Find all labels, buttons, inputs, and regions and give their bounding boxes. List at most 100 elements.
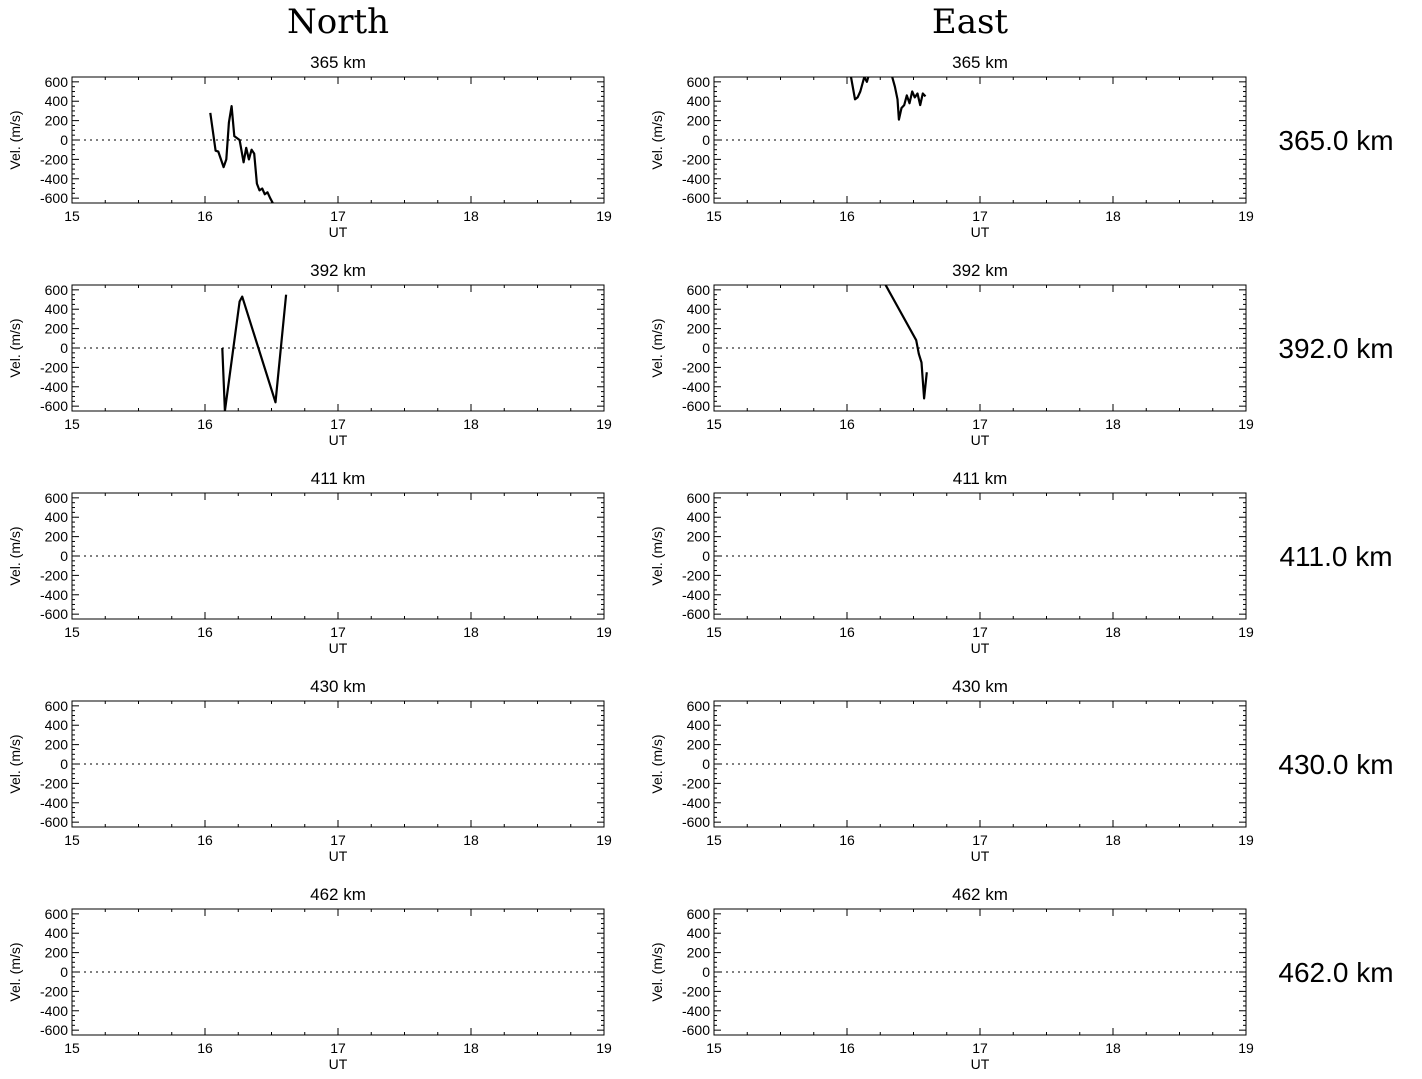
y-tick-label: -400 [682, 795, 710, 811]
x-tick-label: 17 [972, 832, 988, 848]
x-tick-label: 17 [972, 624, 988, 640]
y-axis-label: Vel. (m/s) [7, 942, 23, 1001]
y-tick-label: -400 [682, 587, 710, 603]
x-axis-label: UT [971, 640, 990, 656]
x-tick-label: 18 [1105, 416, 1121, 432]
y-tick-label: -200 [40, 359, 68, 375]
y-tick-label: 600 [45, 698, 69, 714]
y-tick-label: 400 [687, 717, 711, 733]
y-tick-label: 0 [60, 340, 68, 356]
y-tick-label: 600 [687, 74, 711, 90]
y-tick-label: -400 [40, 587, 68, 603]
y-axis-label: Vel. (m/s) [649, 110, 665, 169]
x-tick-label: 17 [972, 416, 988, 432]
y-tick-label: -200 [40, 775, 68, 791]
x-tick-label: 19 [596, 1040, 612, 1056]
x-tick-label: 15 [706, 624, 722, 640]
y-tick-label: -400 [40, 795, 68, 811]
x-tick-label: 16 [197, 832, 213, 848]
y-tick-label: -400 [682, 1003, 710, 1019]
x-tick-label: 18 [1105, 624, 1121, 640]
x-tick-label: 18 [463, 416, 479, 432]
y-tick-label: 200 [687, 737, 711, 753]
y-tick-label: 600 [45, 74, 69, 90]
x-tick-label: 15 [64, 1040, 80, 1056]
x-tick-label: 17 [330, 416, 346, 432]
y-axis-label: Vel. (m/s) [7, 734, 23, 793]
x-tick-label: 18 [463, 624, 479, 640]
row-altitude-label: 365.0 km [1278, 125, 1393, 156]
y-tick-label: 600 [687, 906, 711, 922]
y-axis-label: Vel. (m/s) [7, 110, 23, 169]
y-tick-label: 200 [45, 529, 69, 545]
x-axis-label: UT [329, 848, 348, 864]
y-tick-label: -200 [40, 151, 68, 167]
chart-panel-north-5: 462 km 600 400 200 0 -200 -400 -600 15 16 17 18 19 UT… [7, 885, 612, 1072]
chart-panel-east-4: 430 km 600 400 200 0 -200 -400 -600 15 16 17 18 19 UT… [649, 677, 1254, 864]
series-line-2 [891, 77, 927, 121]
x-tick-label: 16 [839, 416, 855, 432]
y-tick-label: 0 [702, 132, 710, 148]
y-tick-label: 200 [45, 321, 69, 337]
y-tick-label: -600 [40, 190, 68, 206]
x-tick-label: 17 [330, 208, 346, 224]
panel-title: 462 km [952, 885, 1008, 904]
series-line-1 [209, 104, 274, 203]
y-tick-label: -600 [40, 398, 68, 414]
y-tick-label: 400 [45, 301, 69, 317]
x-tick-label: 19 [1238, 208, 1254, 224]
x-tick-label: 19 [596, 208, 612, 224]
y-tick-label: 400 [687, 509, 711, 525]
y-axis-label: Vel. (m/s) [649, 526, 665, 585]
x-tick-label: 19 [596, 416, 612, 432]
y-tick-label: -400 [40, 171, 68, 187]
y-tick-label: -200 [682, 567, 710, 583]
y-axis-label: Vel. (m/s) [649, 734, 665, 793]
y-tick-label: -200 [682, 775, 710, 791]
x-tick-label: 19 [596, 624, 612, 640]
row-altitude-label: 392.0 km [1278, 333, 1393, 364]
y-tick-label: -600 [40, 1022, 68, 1038]
x-tick-label: 17 [972, 1040, 988, 1056]
y-tick-label: -400 [40, 379, 68, 395]
panel-title: 462 km [310, 885, 366, 904]
y-tick-label: -600 [682, 1022, 710, 1038]
y-tick-label: 600 [687, 490, 711, 506]
y-tick-label: 600 [45, 490, 69, 506]
panel-title: 411 km [311, 469, 366, 488]
y-tick-label: -400 [682, 379, 710, 395]
x-tick-label: 16 [197, 624, 213, 640]
y-axis-label: Vel. (m/s) [7, 526, 23, 585]
x-tick-label: 15 [706, 832, 722, 848]
x-tick-label: 19 [1238, 624, 1254, 640]
x-tick-label: 19 [1238, 416, 1254, 432]
x-axis-label: UT [971, 224, 990, 240]
panel-grid: 365 km 600 400 200 0 -200 -400 -600 15 16 17 18 19 UT… [7, 53, 1394, 1072]
x-tick-label: 19 [1238, 832, 1254, 848]
chart-panel-east-5: 462 km 600 400 200 0 -200 -400 -600 15 16 17 18 19 UT… [649, 885, 1254, 1072]
y-tick-label: 600 [687, 698, 711, 714]
y-tick-label: 200 [687, 113, 711, 129]
y-tick-label: 200 [45, 737, 69, 753]
x-tick-label: 16 [839, 832, 855, 848]
y-tick-label: -200 [40, 567, 68, 583]
panel-title: 365 km [952, 53, 1008, 72]
series-line-1 [849, 77, 870, 101]
y-tick-label: -400 [682, 171, 710, 187]
x-tick-label: 17 [972, 208, 988, 224]
y-axis-label: Vel. (m/s) [649, 318, 665, 377]
panel-title: 365 km [310, 53, 366, 72]
x-tick-label: 16 [839, 208, 855, 224]
y-tick-label: -600 [682, 606, 710, 622]
x-tick-label: 18 [463, 832, 479, 848]
chart-panel-east-3: 411 km 600 400 200 0 -200 -400 -600 15 16 17 18 19 UT… [649, 469, 1254, 656]
y-tick-label: 0 [702, 548, 710, 564]
x-axis-label: UT [971, 1056, 990, 1072]
x-tick-label: 15 [64, 832, 80, 848]
y-tick-label: 200 [687, 321, 711, 337]
y-tick-label: -200 [682, 359, 710, 375]
x-axis-label: UT [329, 640, 348, 656]
x-tick-label: 18 [463, 1040, 479, 1056]
series-line-1 [221, 294, 288, 411]
chart-panel-north-4: 430 km 600 400 200 0 -200 -400 -600 15 16 17 18 19 UT… [7, 677, 612, 864]
